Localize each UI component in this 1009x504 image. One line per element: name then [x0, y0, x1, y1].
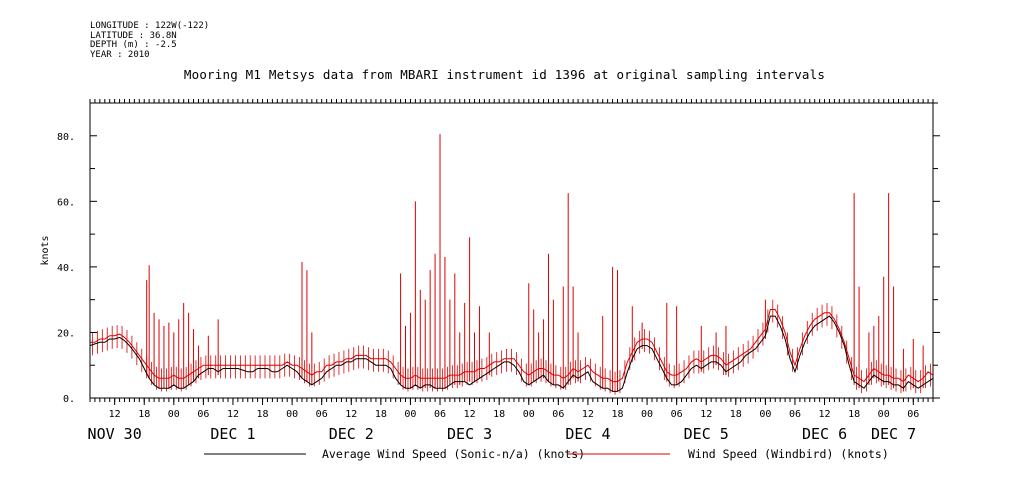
x-day-label: DEC 4: [565, 425, 610, 443]
x-day-label: DEC 7: [871, 425, 916, 443]
x-tick-label: 18: [493, 409, 505, 420]
x-tick-label: 06: [197, 409, 209, 420]
x-tick-label: 06: [434, 409, 446, 420]
x-tick-label: 00: [168, 409, 180, 420]
x-tick-label: 00: [878, 409, 890, 420]
y-tick-label: 60.: [57, 197, 75, 208]
plot-frame: [89, 102, 934, 399]
x-tick-label: 06: [552, 409, 564, 420]
y-tick-label: 0.: [63, 394, 75, 405]
x-tick-label: 18: [257, 409, 269, 420]
x-tick-label: 12: [227, 409, 239, 420]
x-tick-label: 18: [138, 409, 150, 420]
x-tick-label: 06: [907, 409, 919, 420]
x-tick-label: 18: [848, 409, 860, 420]
x-tick-label: 00: [286, 409, 298, 420]
chart-title: Mooring M1 Metsys data from MBARI instru…: [183, 67, 826, 82]
x-tick-label: 00: [523, 409, 535, 420]
legend-label-windbird: Wind Speed (Windbird) (knots): [688, 447, 889, 461]
metadata-block: LONGITUDE : 122W(-122) LATITUDE : 36.8N …: [90, 21, 210, 60]
x-tick-label: 00: [404, 409, 416, 420]
x-day-label: DEC 3: [447, 425, 492, 443]
legend-label-sonic: Average Wind Speed (Sonic-n/a) (knots): [322, 447, 585, 461]
series-line-sonic: [89, 315, 934, 392]
latitude-text: LATITUDE : 36.8N: [90, 30, 177, 41]
x-tick-label: 18: [730, 409, 742, 420]
x-tick-label: 00: [641, 409, 653, 420]
y-axis-label: knots: [40, 235, 51, 265]
y-tick-label: 80.: [57, 132, 75, 143]
x-tick-label: 12: [700, 409, 712, 420]
x-tick-label: 12: [464, 409, 476, 420]
x-tick-label: 18: [611, 409, 623, 420]
depth-text: DEPTH (m) : -2.5: [90, 40, 177, 50]
x-day-label: DEC 6: [802, 425, 847, 443]
x-day-label: DEC 5: [684, 425, 729, 443]
y-tick-label: 40.: [57, 263, 75, 274]
longitude-text: LONGITUDE : 122W(-122): [90, 21, 210, 31]
x-tick-label: 12: [819, 409, 831, 420]
year-text: YEAR : 2010: [90, 49, 150, 60]
y-tick-label: 20.: [57, 328, 75, 339]
x-tick-label: 06: [671, 409, 683, 420]
x-day-label: DEC 2: [329, 425, 374, 443]
x-day-label: DEC 1: [210, 425, 255, 443]
x-tick-label: 06: [789, 409, 801, 420]
x-tick-label: 12: [345, 409, 357, 420]
x-tick-label: 00: [759, 409, 771, 420]
x-tick-label: 12: [582, 409, 594, 420]
x-tick-label: 18: [375, 409, 387, 420]
x-tick-label: 06: [316, 409, 328, 420]
x-day-label: NOV 30: [88, 425, 142, 443]
x-tick-label: 12: [109, 409, 121, 420]
